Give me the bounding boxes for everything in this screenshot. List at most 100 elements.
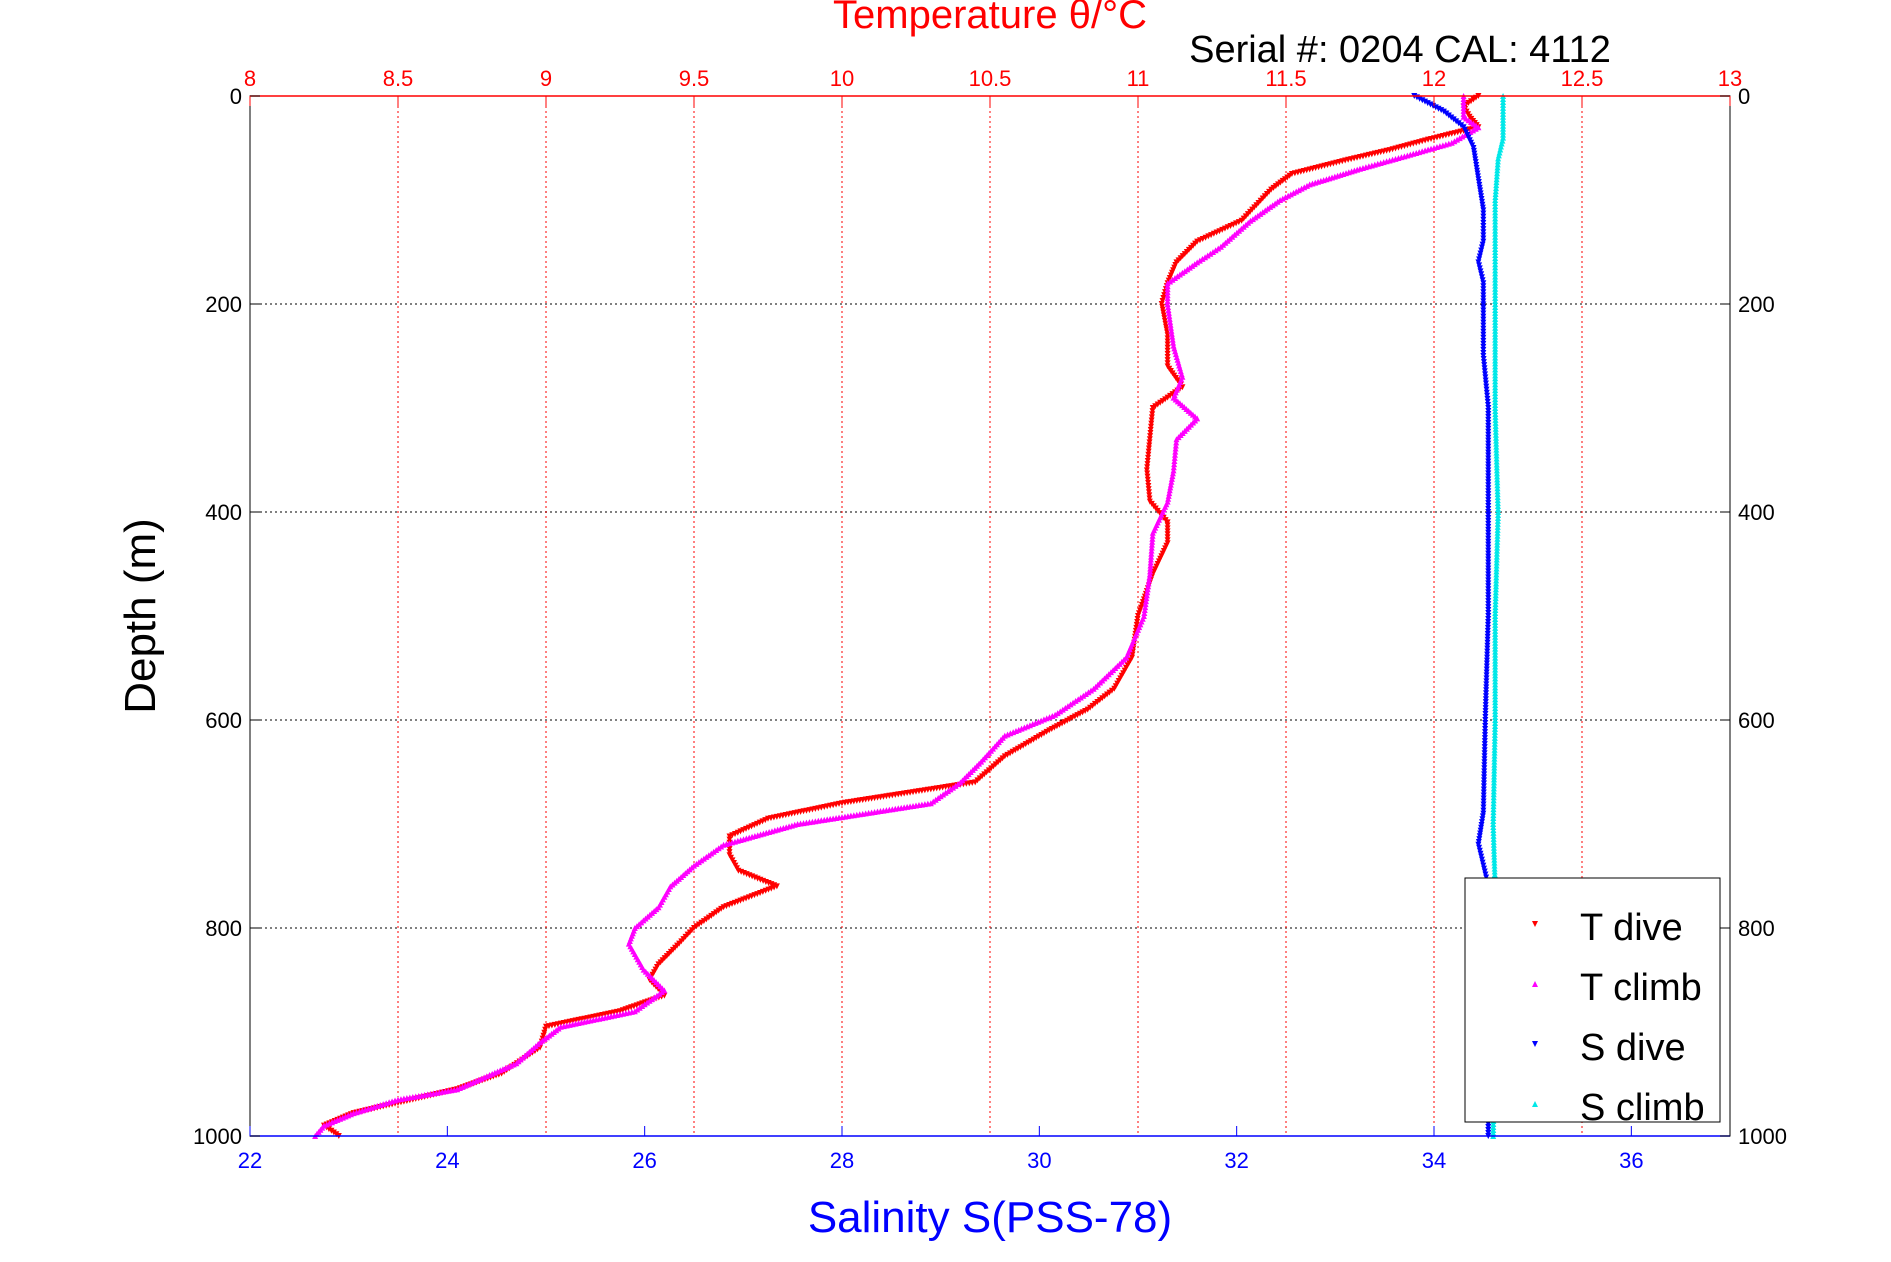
data-point-s-dive bbox=[1480, 289, 1487, 296]
data-point-s-climb bbox=[1490, 791, 1497, 798]
data-point-t-dive bbox=[1162, 396, 1169, 403]
data-point-s-dive bbox=[1481, 365, 1488, 372]
data-point-s-dive bbox=[1481, 774, 1488, 781]
data-point-s-climb bbox=[1493, 443, 1500, 450]
data-point-s-climb bbox=[1494, 494, 1501, 501]
data-point-t-climb bbox=[1145, 583, 1152, 590]
legend-label: T climb bbox=[1580, 967, 1702, 1009]
data-point-t-dive bbox=[333, 1131, 340, 1138]
data-point-t-dive bbox=[1020, 742, 1027, 749]
data-point-t-dive bbox=[1146, 492, 1153, 499]
data-point-t-climb bbox=[1146, 574, 1153, 581]
data-point-s-climb bbox=[1492, 297, 1499, 304]
data-point-s-climb bbox=[1492, 407, 1499, 414]
data-point-s-dive bbox=[1481, 771, 1488, 778]
data-point-s-dive bbox=[1480, 325, 1487, 332]
data-point-t-climb bbox=[1165, 306, 1172, 313]
data-point-s-climb bbox=[1490, 812, 1497, 819]
data-point-s-climb bbox=[1492, 197, 1499, 203]
y-tick-label-right: 200 bbox=[1738, 292, 1775, 317]
data-point-t-dive bbox=[1014, 745, 1021, 752]
data-point-s-climb bbox=[1491, 850, 1498, 857]
data-point-s-dive bbox=[1481, 747, 1488, 754]
data-point-t-climb bbox=[1166, 312, 1173, 319]
data-point-t-climb bbox=[1171, 458, 1178, 465]
data-point-t-dive bbox=[1465, 99, 1472, 106]
data-point-s-dive bbox=[1480, 807, 1487, 814]
top-tick-label: 11.5 bbox=[1265, 66, 1306, 91]
data-point-t-dive bbox=[1145, 483, 1152, 489]
data-point-s-climb bbox=[1490, 779, 1497, 786]
data-point-t-dive bbox=[1147, 429, 1154, 436]
data-point-s-climb bbox=[1492, 239, 1499, 246]
data-point-s-dive bbox=[1482, 380, 1489, 387]
data-point-s-climb bbox=[1491, 755, 1498, 762]
data-point-t-climb bbox=[1172, 451, 1178, 458]
data-point-s-dive bbox=[1480, 280, 1487, 287]
data-point-s-climb bbox=[1494, 523, 1501, 530]
data-point-s-climb bbox=[1495, 152, 1502, 159]
data-point-s-climb bbox=[1492, 279, 1499, 286]
top-tick-label: 10.5 bbox=[969, 66, 1012, 91]
data-point-s-dive bbox=[1484, 392, 1491, 399]
data-point-s-climb bbox=[1493, 574, 1500, 581]
data-point-s-climb bbox=[1494, 170, 1501, 177]
data-point-s-climb bbox=[1492, 188, 1499, 195]
data-point-s-climb bbox=[1490, 829, 1497, 836]
data-point-t-dive bbox=[1152, 403, 1159, 410]
data-point-s-dive bbox=[1484, 395, 1491, 402]
data-point-t-climb bbox=[1169, 473, 1176, 480]
legend-marker bbox=[1532, 1101, 1538, 1107]
data-point-s-climb bbox=[1495, 509, 1502, 515]
data-point-t-climb bbox=[1149, 529, 1156, 536]
data-point-t-dive bbox=[1145, 486, 1152, 493]
data-point-s-dive bbox=[1480, 292, 1487, 299]
data-point-t-dive bbox=[1164, 344, 1171, 351]
data-point-s-climb bbox=[1491, 856, 1498, 863]
data-point-s-dive bbox=[1482, 374, 1489, 381]
y-tick-label-right: 0 bbox=[1738, 84, 1750, 109]
data-point-t-dive bbox=[1017, 744, 1024, 751]
data-point-s-climb bbox=[1494, 514, 1501, 521]
data-point-t-climb bbox=[1172, 445, 1179, 452]
data-point-s-climb bbox=[1490, 1124, 1497, 1130]
data-point-s-climb bbox=[1494, 532, 1501, 539]
data-point-t-dive bbox=[1149, 411, 1156, 418]
data-point-s-climb bbox=[1491, 746, 1498, 753]
data-point-s-dive bbox=[1484, 398, 1491, 405]
legend-marker bbox=[1532, 921, 1538, 927]
data-point-t-climb bbox=[1173, 439, 1180, 446]
data-point-s-climb bbox=[1491, 853, 1498, 860]
data-point-t-climb bbox=[1141, 607, 1148, 614]
data-point-t-dive bbox=[720, 904, 727, 911]
data-point-s-climb bbox=[1493, 568, 1500, 575]
data-point-s-dive bbox=[1480, 313, 1487, 320]
data-point-s-dive bbox=[1480, 322, 1487, 329]
data-point-s-climb bbox=[1492, 425, 1499, 432]
data-points bbox=[312, 93, 1507, 1139]
data-point-s-climb bbox=[1491, 767, 1498, 774]
data-point-s-climb bbox=[1492, 431, 1499, 438]
data-point-s-dive bbox=[1481, 768, 1488, 775]
data-point-s-climb bbox=[1494, 482, 1501, 489]
data-point-s-climb bbox=[1491, 758, 1498, 765]
data-point-s-dive bbox=[1481, 732, 1488, 739]
data-point-t-dive bbox=[1009, 748, 1016, 755]
data-point-t-dive bbox=[325, 1126, 332, 1133]
data-point-s-climb bbox=[1493, 559, 1500, 566]
data-point-t-dive bbox=[1148, 420, 1155, 427]
data-point-s-climb bbox=[1490, 844, 1497, 851]
data-point-s-climb bbox=[1492, 191, 1499, 198]
data-point-t-climb bbox=[1168, 330, 1175, 337]
data-point-s-dive bbox=[1482, 371, 1489, 378]
data-point-s-climb bbox=[1491, 761, 1498, 768]
data-point-t-dive bbox=[708, 912, 715, 919]
data-point-s-climb bbox=[1496, 149, 1503, 156]
data-point-s-climb bbox=[1491, 871, 1498, 878]
data-point-s-climb bbox=[1494, 473, 1501, 480]
data-point-t-climb bbox=[1146, 571, 1153, 578]
data-point-s-dive bbox=[1481, 362, 1488, 369]
data-point-s-dive bbox=[1481, 741, 1488, 748]
y-tick-label-right: 800 bbox=[1738, 916, 1775, 941]
data-point-s-climb bbox=[1494, 158, 1501, 165]
